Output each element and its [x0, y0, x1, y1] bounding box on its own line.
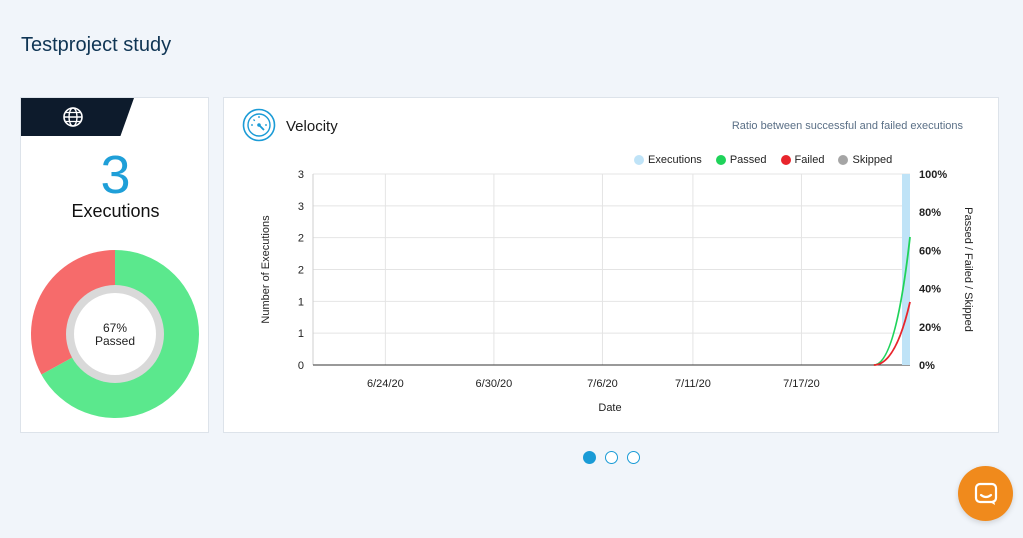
legend-passed-swatch: [715, 155, 726, 165]
pager-dot-3[interactable]: [627, 451, 640, 464]
y2-tick-label: 20%: [919, 322, 941, 334]
x-tick-label: 6/24/20: [367, 378, 404, 390]
y-tick-label: 2: [298, 233, 304, 245]
y-tick-label: 0: [298, 360, 304, 372]
donut-center-label: Passed: [94, 334, 136, 348]
y2-tick-label: 0%: [919, 360, 935, 372]
x-axis-label: Date: [598, 402, 621, 414]
velocity-subtitle: Ratio between successful and failed exec…: [731, 120, 963, 132]
velocity-chart: 0 1 1 2 2 3 3 0% 20% 40% 60% 80% 100% 6/24/20 6/30/20 7…: [260, 169, 974, 414]
x-tick-label: 6/30/20: [476, 378, 513, 390]
executions-card: 3 Executions 67% Passed: [20, 97, 209, 433]
legend-executions-label: Executions: [648, 154, 702, 166]
legend-failed-label: Failed: [794, 154, 825, 166]
pager-dot-2[interactable]: [605, 451, 618, 464]
y-tick-label: 2: [298, 265, 304, 277]
y2-tick-label: 40%: [919, 284, 941, 296]
pass-rate-donut: [30, 250, 199, 418]
donut-center: [74, 293, 156, 375]
y-tick-label: 3: [298, 169, 304, 181]
executions-label: Executions: [71, 201, 160, 221]
legend-failed[interactable]: Failed: [780, 154, 825, 166]
chart-legend: Executions Passed Failed Skipped: [634, 154, 892, 166]
velocity-title: Velocity: [286, 118, 338, 135]
x-tick-label: 7/6/20: [587, 378, 618, 390]
legend-executions-swatch: [634, 155, 644, 165]
carousel-pager: [583, 451, 640, 464]
speedometer-icon: [242, 108, 276, 142]
x-tick-label: 7/11/20: [675, 378, 711, 390]
y-tick-label: 1: [298, 328, 304, 340]
y-axis-label: Number of Executions: [260, 215, 272, 324]
y-tick-label: 1: [298, 296, 304, 308]
pager-dot-1[interactable]: [583, 451, 596, 464]
y2-tick-label: 80%: [919, 207, 941, 219]
chat-button[interactable]: [958, 466, 1013, 521]
legend-skipped[interactable]: Skipped: [838, 154, 892, 166]
y2-tick-label: 100%: [919, 169, 947, 181]
y-tick-label: 3: [298, 201, 304, 213]
page-title: Testproject study: [21, 34, 172, 56]
series-passed-line: [873, 236, 911, 366]
executions-tab[interactable]: [21, 98, 134, 136]
velocity-card: Velocity Ratio between successful and fa…: [223, 97, 999, 433]
executions-count: 3: [100, 145, 131, 205]
legend-failed-swatch: [780, 155, 791, 165]
legend-skipped-swatch: [838, 155, 849, 165]
y2-axis-label: Passed / Failed / Skipped: [962, 207, 974, 332]
donut-center-value: 67%: [102, 321, 128, 335]
legend-executions[interactable]: Executions: [634, 154, 702, 166]
legend-passed-label: Passed: [729, 154, 767, 166]
donut-center-text: 67% Passed: [29, 322, 201, 348]
y2-tick-label: 60%: [919, 245, 941, 257]
legend-skipped-label: Skipped: [852, 154, 893, 166]
globe-icon: [63, 107, 83, 127]
series-failed-line: [873, 301, 911, 366]
x-tick-label: 7/17/20: [783, 378, 820, 390]
legend-passed[interactable]: Passed: [715, 154, 767, 166]
chat-icon: [974, 482, 997, 505]
